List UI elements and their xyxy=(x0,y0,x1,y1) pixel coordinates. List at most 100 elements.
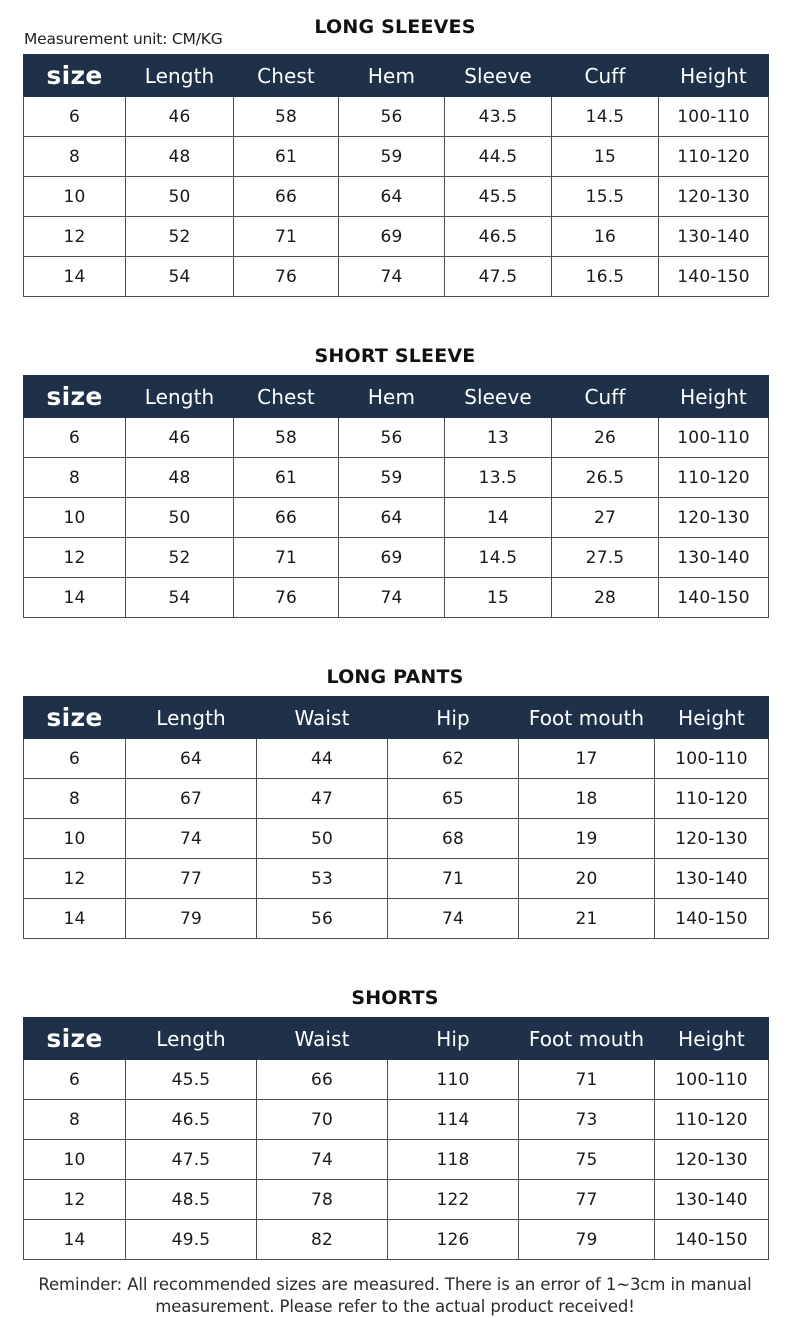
column-header-length: Length xyxy=(125,1017,257,1060)
cell-size: 12 xyxy=(23,1179,126,1220)
column-header-cuff: Cuff xyxy=(551,375,659,418)
cell-size: 6 xyxy=(23,96,126,137)
cell-height: 130-140 xyxy=(654,1179,769,1220)
cell-length: 45.5 xyxy=(125,1059,257,1100)
cell-length: 49.5 xyxy=(125,1219,257,1260)
chart-header-strip: Measurement unit: CM/KG LONG SLEEVES xyxy=(0,0,790,54)
cell-cuff: 27.5 xyxy=(551,537,659,578)
cell-waist: 47 xyxy=(256,778,388,819)
cell-height: 140-150 xyxy=(658,256,769,297)
cell-size: 12 xyxy=(23,858,126,899)
cell-hip: 110 xyxy=(387,1059,519,1100)
table-row: 14 54 76 74 15 28 140-150 xyxy=(23,577,769,618)
cell-hem: 64 xyxy=(338,176,445,217)
cell-hem: 74 xyxy=(338,256,445,297)
cell-size: 14 xyxy=(23,898,126,939)
cell-foot-mouth: 73 xyxy=(518,1099,655,1140)
table-row: 8 46.5 70 114 73 110-120 xyxy=(23,1099,769,1140)
cell-sleeve: 14 xyxy=(444,497,552,538)
column-header-waist: Waist xyxy=(256,1017,388,1060)
cell-sleeve: 43.5 xyxy=(444,96,552,137)
cell-waist: 74 xyxy=(256,1139,388,1180)
column-header-hip: Hip xyxy=(387,1017,519,1060)
table-title-long-pants: LONG PANTS xyxy=(326,666,464,688)
measurement-unit-note: Measurement unit: CM/KG xyxy=(24,30,223,48)
cell-hem: 74 xyxy=(338,577,445,618)
cell-length: 67 xyxy=(125,778,257,819)
cell-sleeve: 45.5 xyxy=(444,176,552,217)
cell-height: 110-120 xyxy=(658,136,769,177)
cell-waist: 56 xyxy=(256,898,388,939)
cell-size: 8 xyxy=(23,1099,126,1140)
cell-hem: 69 xyxy=(338,216,445,257)
cell-hem: 56 xyxy=(338,96,445,137)
cell-height: 120-130 xyxy=(658,176,769,217)
cell-sleeve: 46.5 xyxy=(444,216,552,257)
table-row: 8 67 47 65 18 110-120 xyxy=(23,778,769,819)
cell-sleeve: 14.5 xyxy=(444,537,552,578)
cell-length: 50 xyxy=(125,176,234,217)
table-row: 14 79 56 74 21 140-150 xyxy=(23,898,769,939)
cell-cuff: 15 xyxy=(551,136,659,177)
cell-cuff: 16.5 xyxy=(551,256,659,297)
cell-length: 48 xyxy=(125,136,234,177)
table-row: 14 49.5 82 126 79 140-150 xyxy=(23,1219,769,1260)
cell-hip: 114 xyxy=(387,1099,519,1140)
column-header-foot-mouth: Foot mouth xyxy=(518,696,655,739)
cell-waist: 44 xyxy=(256,738,388,779)
cell-waist: 78 xyxy=(256,1179,388,1220)
cell-size: 8 xyxy=(23,136,126,177)
cell-length: 64 xyxy=(125,738,257,779)
column-header-cuff: Cuff xyxy=(551,54,659,97)
cell-height: 130-140 xyxy=(658,216,769,257)
cell-size: 10 xyxy=(23,818,126,859)
cell-height: 140-150 xyxy=(658,577,769,618)
cell-size: 12 xyxy=(23,537,126,578)
table-header-row: size Length Chest Hem Sleeve Cuff Height xyxy=(23,375,769,418)
table-row: 6 45.5 66 110 71 100-110 xyxy=(23,1059,769,1100)
table-row: 10 74 50 68 19 120-130 xyxy=(23,818,769,859)
cell-cuff: 16 xyxy=(551,216,659,257)
cell-size: 10 xyxy=(23,176,126,217)
table-wrap-short-sleeve: size Length Chest Hem Sleeve Cuff Height 6 46 58 5… xyxy=(0,375,790,618)
table-gap xyxy=(0,297,790,345)
cell-hem: 64 xyxy=(338,497,445,538)
cell-foot-mouth: 75 xyxy=(518,1139,655,1180)
table-row: 8 48 61 59 13.5 26.5 110-120 xyxy=(23,457,769,498)
table-row: 10 50 66 64 45.5 15.5 120-130 xyxy=(23,176,769,217)
cell-chest: 66 xyxy=(233,176,339,217)
cell-foot-mouth: 17 xyxy=(518,738,655,779)
table-title-shorts: SHORTS xyxy=(351,987,439,1009)
cell-waist: 66 xyxy=(256,1059,388,1100)
reminder-note: Reminder: All recommended sizes are meas… xyxy=(38,1275,752,1316)
table-row: 10 50 66 64 14 27 120-130 xyxy=(23,497,769,538)
size-tables-container: size Length Chest Hem Sleeve Cuff Height 6 46 58 5… xyxy=(0,54,790,1260)
column-header-sleeve: Sleeve xyxy=(444,54,552,97)
cell-length: 54 xyxy=(125,256,234,297)
cell-height: 120-130 xyxy=(658,497,769,538)
cell-height: 120-130 xyxy=(654,818,769,859)
size-table-shorts: size Length Waist Hip Foot mouth Height 6 45.5 6… xyxy=(23,1017,769,1260)
table-row: 10 47.5 74 118 75 120-130 xyxy=(23,1139,769,1180)
cell-hip: 118 xyxy=(387,1139,519,1180)
size-table-long-sleeves: size Length Chest Hem Sleeve Cuff Height 6 46 58 5… xyxy=(23,54,769,297)
column-header-hem: Hem xyxy=(338,375,445,418)
cell-size: 10 xyxy=(23,497,126,538)
cell-foot-mouth: 19 xyxy=(518,818,655,859)
cell-sleeve: 13 xyxy=(444,417,552,458)
cell-height: 130-140 xyxy=(654,858,769,899)
cell-sleeve: 15 xyxy=(444,577,552,618)
cell-waist: 82 xyxy=(256,1219,388,1260)
cell-height: 140-150 xyxy=(654,1219,769,1260)
cell-sleeve: 44.5 xyxy=(444,136,552,177)
cell-length: 74 xyxy=(125,818,257,859)
cell-hip: 122 xyxy=(387,1179,519,1220)
cell-height: 110-120 xyxy=(654,1099,769,1140)
cell-chest: 61 xyxy=(233,136,339,177)
column-header-chest: Chest xyxy=(233,375,339,418)
column-header-waist: Waist xyxy=(256,696,388,739)
table-wrap-shorts: size Length Waist Hip Foot mouth Height 6 45.5 6… xyxy=(0,1017,790,1260)
cell-waist: 50 xyxy=(256,818,388,859)
cell-sleeve: 13.5 xyxy=(444,457,552,498)
column-header-chest: Chest xyxy=(233,54,339,97)
